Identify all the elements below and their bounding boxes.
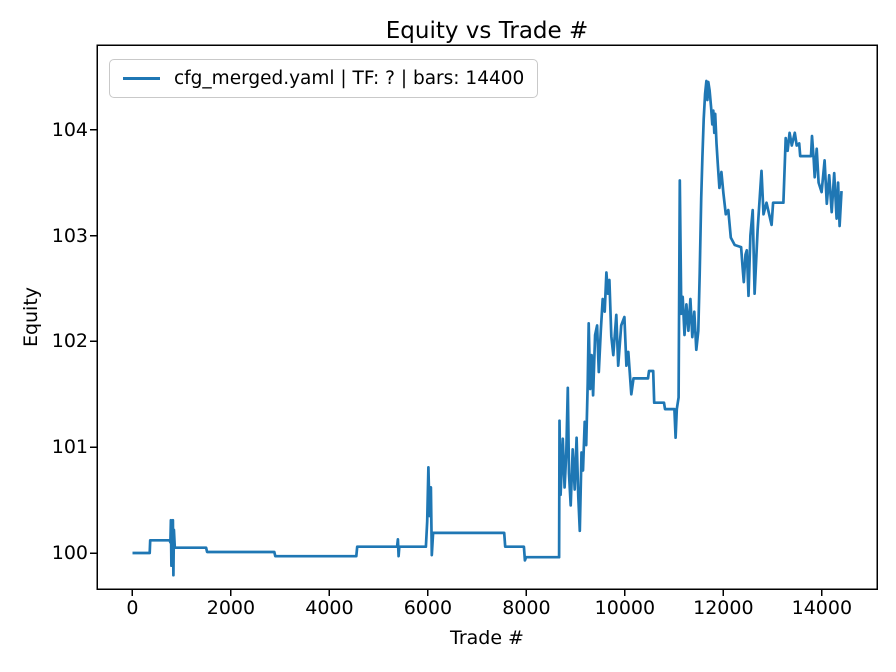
x-axis-label: Trade # <box>450 627 524 649</box>
y-tick-label: 103 <box>51 224 88 247</box>
chart-title: Equity vs Trade # <box>385 18 589 44</box>
y-tick-label: 100 <box>51 542 88 564</box>
axis-tick-marks <box>90 128 823 596</box>
x-tick-label: 4000 <box>305 597 354 619</box>
x-tick-label: 8000 <box>502 597 551 619</box>
y-tick-label: 101 <box>51 436 88 459</box>
y-tick-label: 102 <box>51 330 88 353</box>
y-axis-label: Equity <box>20 286 42 348</box>
equity-line-series <box>132 79 843 577</box>
x-tick-label: 0 <box>126 597 139 619</box>
legend-line-sample <box>123 77 160 80</box>
legend: cfg_merged.yaml | TF: ? | bars: 14400 <box>109 59 539 98</box>
x-tick-label: 6000 <box>403 597 453 619</box>
legend-label: cfg_merged.yaml | TF: ? | bars: 14400 <box>174 68 525 89</box>
x-tick-label: 14000 <box>791 597 853 619</box>
x-tick-label: 10000 <box>594 597 656 619</box>
y-tick-label: 104 <box>51 118 88 141</box>
x-tick-label: 2000 <box>206 597 256 619</box>
plot-area-border <box>96 44 878 590</box>
x-tick-label: 12000 <box>693 597 754 619</box>
